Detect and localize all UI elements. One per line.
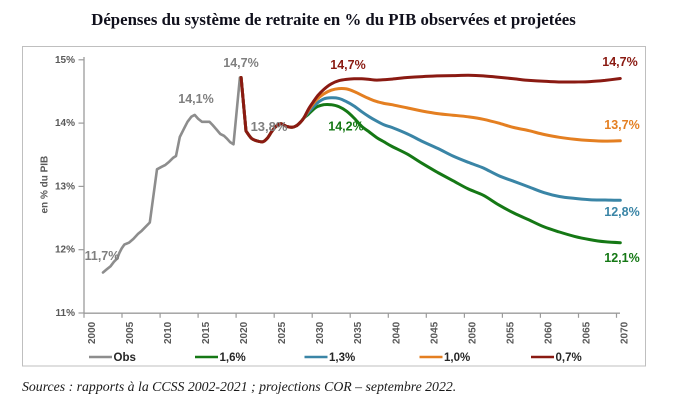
svg-text:11%: 11% — [56, 308, 76, 319]
svg-text:14,1%: 14,1% — [178, 92, 213, 106]
svg-text:14,7%: 14,7% — [330, 58, 365, 72]
svg-text:12%: 12% — [55, 245, 75, 256]
svg-text:2040: 2040 — [391, 321, 402, 344]
svg-text:2055: 2055 — [505, 321, 516, 344]
svg-text:12,1%: 12,1% — [604, 251, 639, 265]
svg-text:1,6%: 1,6% — [220, 352, 246, 364]
svg-text:2065: 2065 — [582, 321, 593, 344]
svg-text:13,8%: 13,8% — [251, 119, 288, 134]
svg-text:2010: 2010 — [163, 321, 174, 344]
svg-text:11,7%: 11,7% — [85, 249, 120, 263]
svg-text:0,7%: 0,7% — [556, 352, 582, 364]
svg-text:13%: 13% — [55, 181, 75, 192]
svg-text:2015: 2015 — [201, 321, 212, 344]
svg-text:14,7%: 14,7% — [602, 55, 637, 69]
svg-text:2045: 2045 — [429, 321, 440, 344]
svg-text:2030: 2030 — [315, 321, 326, 344]
svg-text:2025: 2025 — [277, 321, 288, 344]
svg-text:en % du PIB: en % du PIB — [40, 156, 51, 214]
svg-text:1,3%: 1,3% — [329, 352, 355, 364]
svg-text:Obs: Obs — [114, 352, 136, 364]
svg-text:12,8%: 12,8% — [604, 205, 639, 219]
svg-text:2060: 2060 — [543, 321, 554, 344]
svg-text:2020: 2020 — [239, 321, 250, 344]
svg-text:2005: 2005 — [125, 321, 136, 344]
svg-text:2035: 2035 — [353, 321, 364, 344]
svg-text:1,0%: 1,0% — [444, 352, 470, 364]
svg-text:14%: 14% — [55, 118, 75, 129]
svg-text:2000: 2000 — [87, 321, 98, 344]
svg-text:2070: 2070 — [620, 321, 631, 344]
svg-text:13,7%: 13,7% — [604, 118, 639, 132]
svg-text:14,2%: 14,2% — [328, 120, 363, 134]
svg-text:2050: 2050 — [467, 321, 478, 344]
svg-text:15%: 15% — [55, 55, 75, 66]
svg-text:14,7%: 14,7% — [223, 56, 258, 70]
